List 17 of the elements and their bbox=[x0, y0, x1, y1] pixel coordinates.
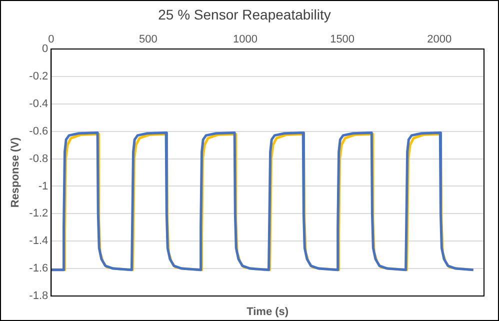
y-tick-label: -1.2 bbox=[29, 208, 48, 220]
x-tick-label: 1000 bbox=[233, 33, 258, 46]
x-tick-label: 1500 bbox=[330, 33, 355, 46]
chart-title: 25 % Sensor Reapeatability bbox=[158, 6, 331, 22]
y-axis-title: Response (V) bbox=[10, 137, 22, 208]
y-tick-label: -1.4 bbox=[29, 235, 48, 248]
y-tick-label: 0 bbox=[42, 43, 48, 56]
y-tick-label: -0.6 bbox=[29, 125, 48, 138]
x-tick-label: 500 bbox=[139, 33, 158, 46]
x-tick-label: 2000 bbox=[427, 33, 452, 46]
y-tick-label: -1.8 bbox=[29, 290, 48, 302]
y-tick-label: -0.2 bbox=[29, 70, 48, 82]
y-tick-label: -0.4 bbox=[29, 98, 48, 110]
y-tick-label: -1.6 bbox=[29, 262, 48, 275]
y-tick-label: -1 bbox=[38, 180, 48, 192]
x-axis-title: Time (s) bbox=[246, 306, 289, 318]
y-tick-label: -0.8 bbox=[29, 152, 48, 165]
